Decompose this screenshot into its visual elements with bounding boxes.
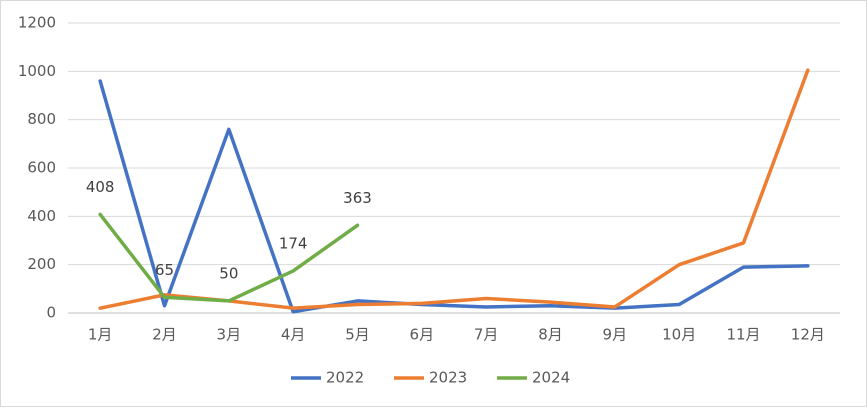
series-line — [98, 212, 360, 303]
x-tick-label: 8月 — [538, 326, 563, 344]
x-tick-label: 11月 — [726, 326, 760, 344]
x-tick-label: 1月 — [88, 326, 113, 344]
data-label: 363 — [343, 189, 372, 207]
legend-label: 2024 — [532, 369, 570, 387]
data-label: 65 — [155, 261, 174, 279]
x-tick-label: 3月 — [217, 326, 242, 344]
y-tick-label: 200 — [27, 255, 56, 273]
x-tick-label: 4月 — [281, 326, 306, 344]
legend-label: 2022 — [326, 369, 364, 387]
x-tick-label: 7月 — [474, 326, 499, 344]
y-tick-label: 1200 — [18, 14, 56, 32]
data-label: 50 — [219, 264, 238, 282]
y-tick-label: 0 — [46, 304, 56, 322]
x-tick-label: 9月 — [603, 326, 628, 344]
x-tick-label: 10月 — [662, 326, 696, 344]
data-label: 408 — [86, 178, 115, 196]
y-tick-label: 1000 — [18, 62, 56, 80]
x-tick-label: 12月 — [791, 326, 825, 344]
y-tick-label: 400 — [27, 207, 56, 225]
y-tick-label: 800 — [27, 110, 56, 128]
y-tick-label: 600 — [27, 159, 56, 177]
x-tick-label: 5月 — [345, 326, 370, 344]
data-label: 174 — [279, 234, 308, 252]
series-line — [98, 79, 810, 314]
x-tick-label: 6月 — [410, 326, 435, 344]
legend-label: 2023 — [429, 369, 467, 387]
x-tick-label: 2月 — [152, 326, 177, 344]
